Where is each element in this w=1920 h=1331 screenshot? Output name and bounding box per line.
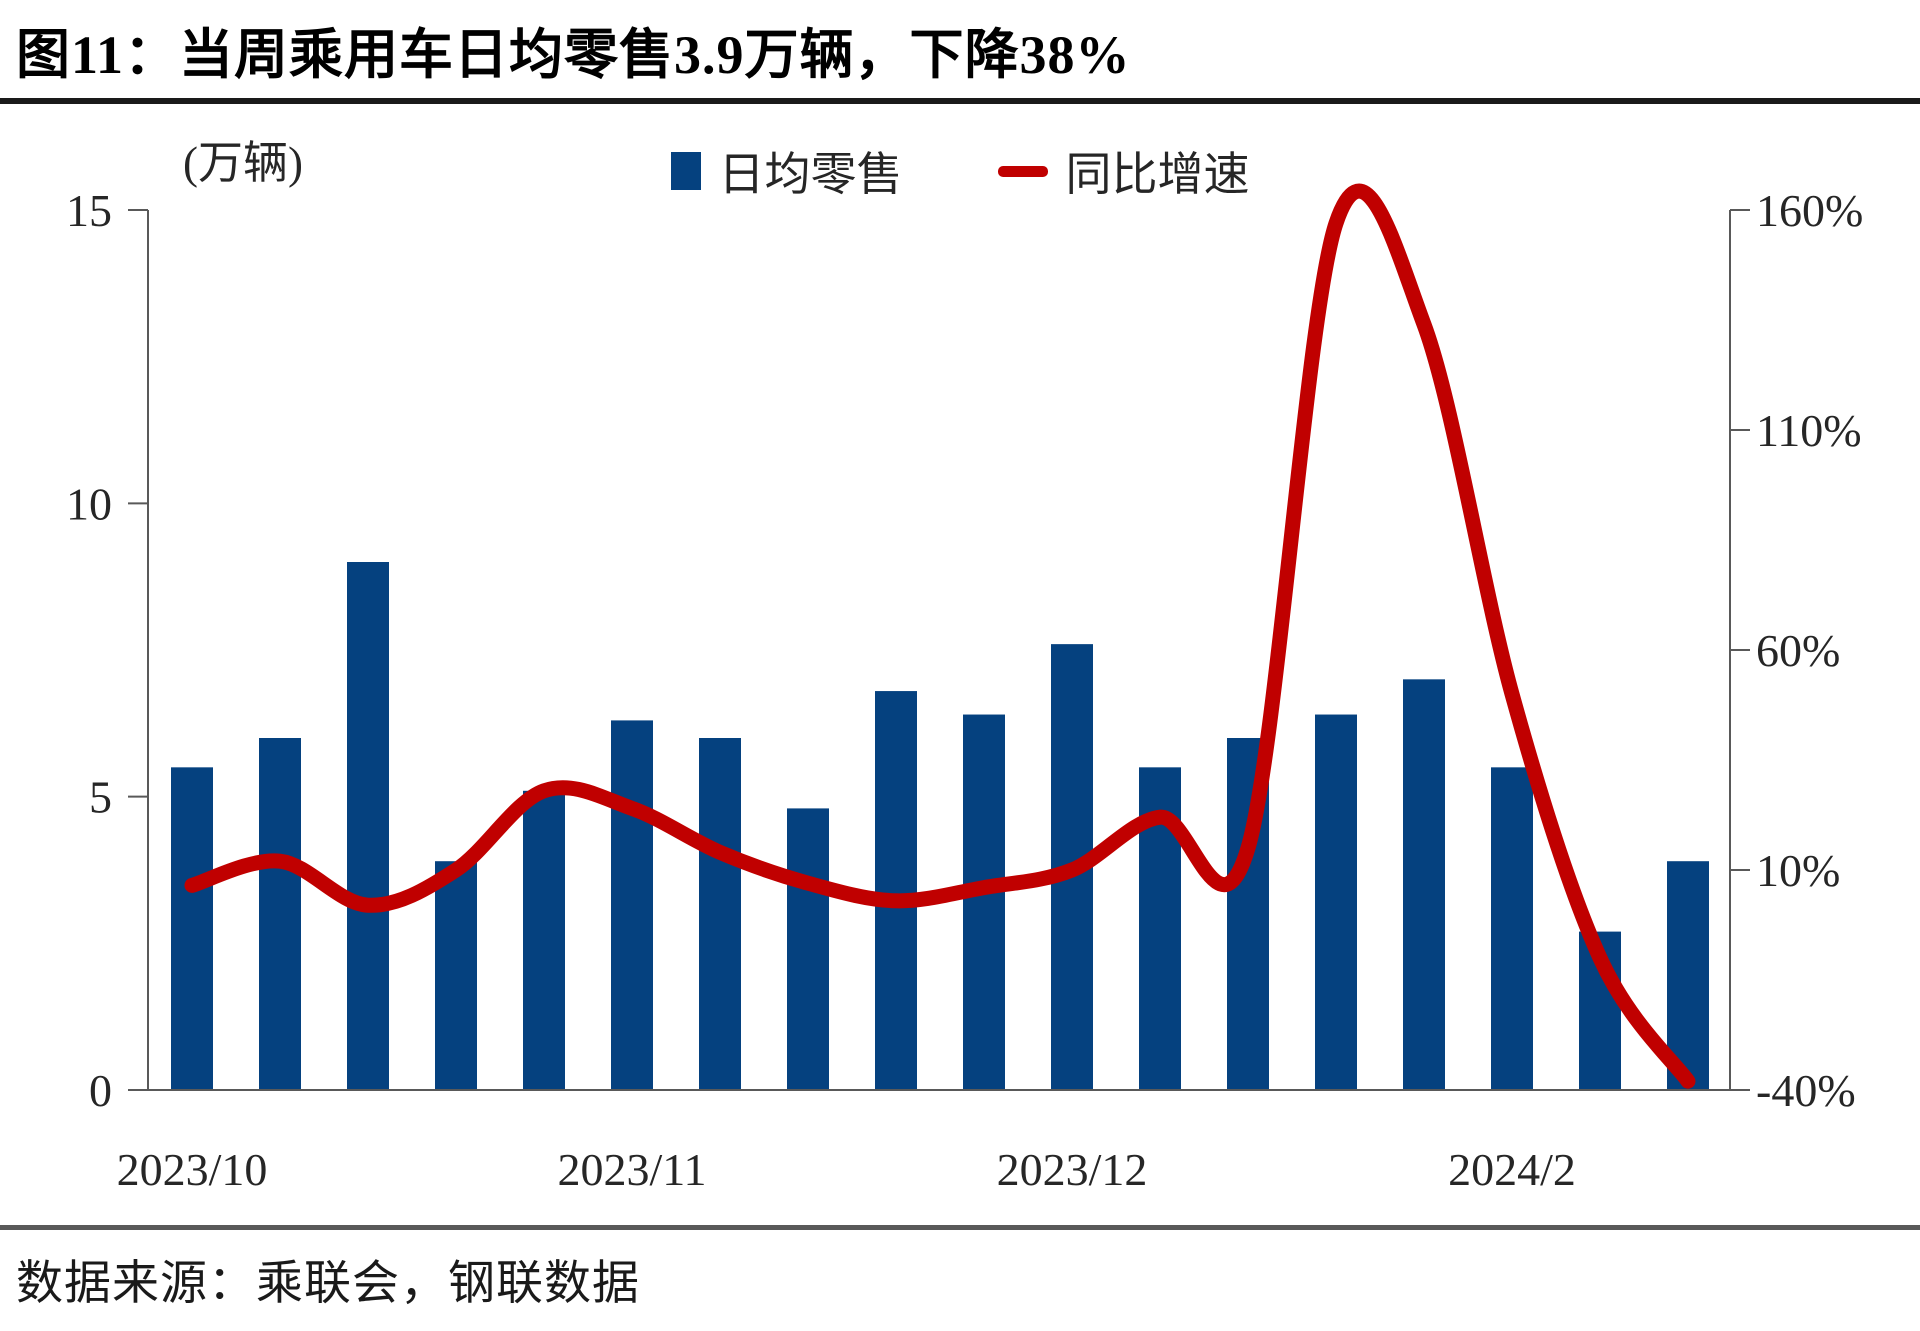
chart-plot-area: 0 5 10 15 -40% 10% 60% 110% 160% 2023/10 2023/11 20… — [66, 183, 1863, 1195]
x-axis-tick-label: 2023/10 — [117, 1144, 268, 1195]
bar-week-7 — [699, 738, 741, 1090]
legend-item-line: 同比增速 — [997, 138, 1250, 204]
x-axis-tick-label: 2023/11 — [557, 1144, 706, 1195]
legend-bars-label: 日均零售 — [718, 149, 903, 200]
left-axis-unit-label: (万辆) — [183, 138, 303, 188]
source-divider — [0, 1225, 1920, 1230]
bar-week-3 — [347, 562, 389, 1090]
left-axis-tick-label: 5 — [89, 772, 112, 823]
right-axis-tick-label: 10% — [1756, 845, 1840, 896]
source-note: 数据来源：乘联会，钢联数据 — [16, 1258, 640, 1310]
left-axis-tick-label: 15 — [66, 185, 112, 236]
bar-week-9 — [875, 691, 917, 1090]
legend-item-bars: 日均零售 — [670, 138, 903, 204]
bar-week-6 — [611, 720, 653, 1090]
chart-title: 图11：当周乘用车日均零售3.9万辆，下降38% — [16, 25, 1131, 85]
line-series-swatch — [997, 165, 1048, 177]
bar-week-4 — [435, 861, 477, 1090]
legend: 日均零售 同比增速 — [0, 138, 1920, 204]
x-axis-tick-label: 2024/2 — [1448, 1144, 1576, 1195]
right-axis-tick-label: 160% — [1756, 185, 1863, 236]
bar-week-2 — [259, 738, 301, 1090]
bar-week-18 — [1667, 861, 1709, 1090]
bar-week-5 — [523, 790, 565, 1090]
bar-week-8 — [787, 808, 829, 1090]
right-axis-tick-label: -40% — [1756, 1065, 1856, 1116]
bar-week-1 — [171, 767, 213, 1090]
bar-week-15 — [1403, 679, 1445, 1090]
yoy-growth-line — [184, 183, 1696, 1089]
right-axis-tick-label: 60% — [1756, 625, 1840, 676]
right-axis-tick-label: 110% — [1756, 405, 1862, 456]
x-axis-tick-label: 2023/12 — [997, 1144, 1148, 1195]
left-axis-tick-label: 10 — [66, 478, 112, 529]
left-axis-tick-label: 0 — [89, 1065, 112, 1116]
bar-week-16 — [1491, 767, 1533, 1090]
bar-week-10 — [963, 714, 1005, 1090]
title-divider — [0, 98, 1920, 104]
bar-series-swatch — [670, 152, 701, 190]
bar-week-14 — [1315, 714, 1357, 1090]
legend-line-label: 同比增速 — [1065, 149, 1250, 200]
